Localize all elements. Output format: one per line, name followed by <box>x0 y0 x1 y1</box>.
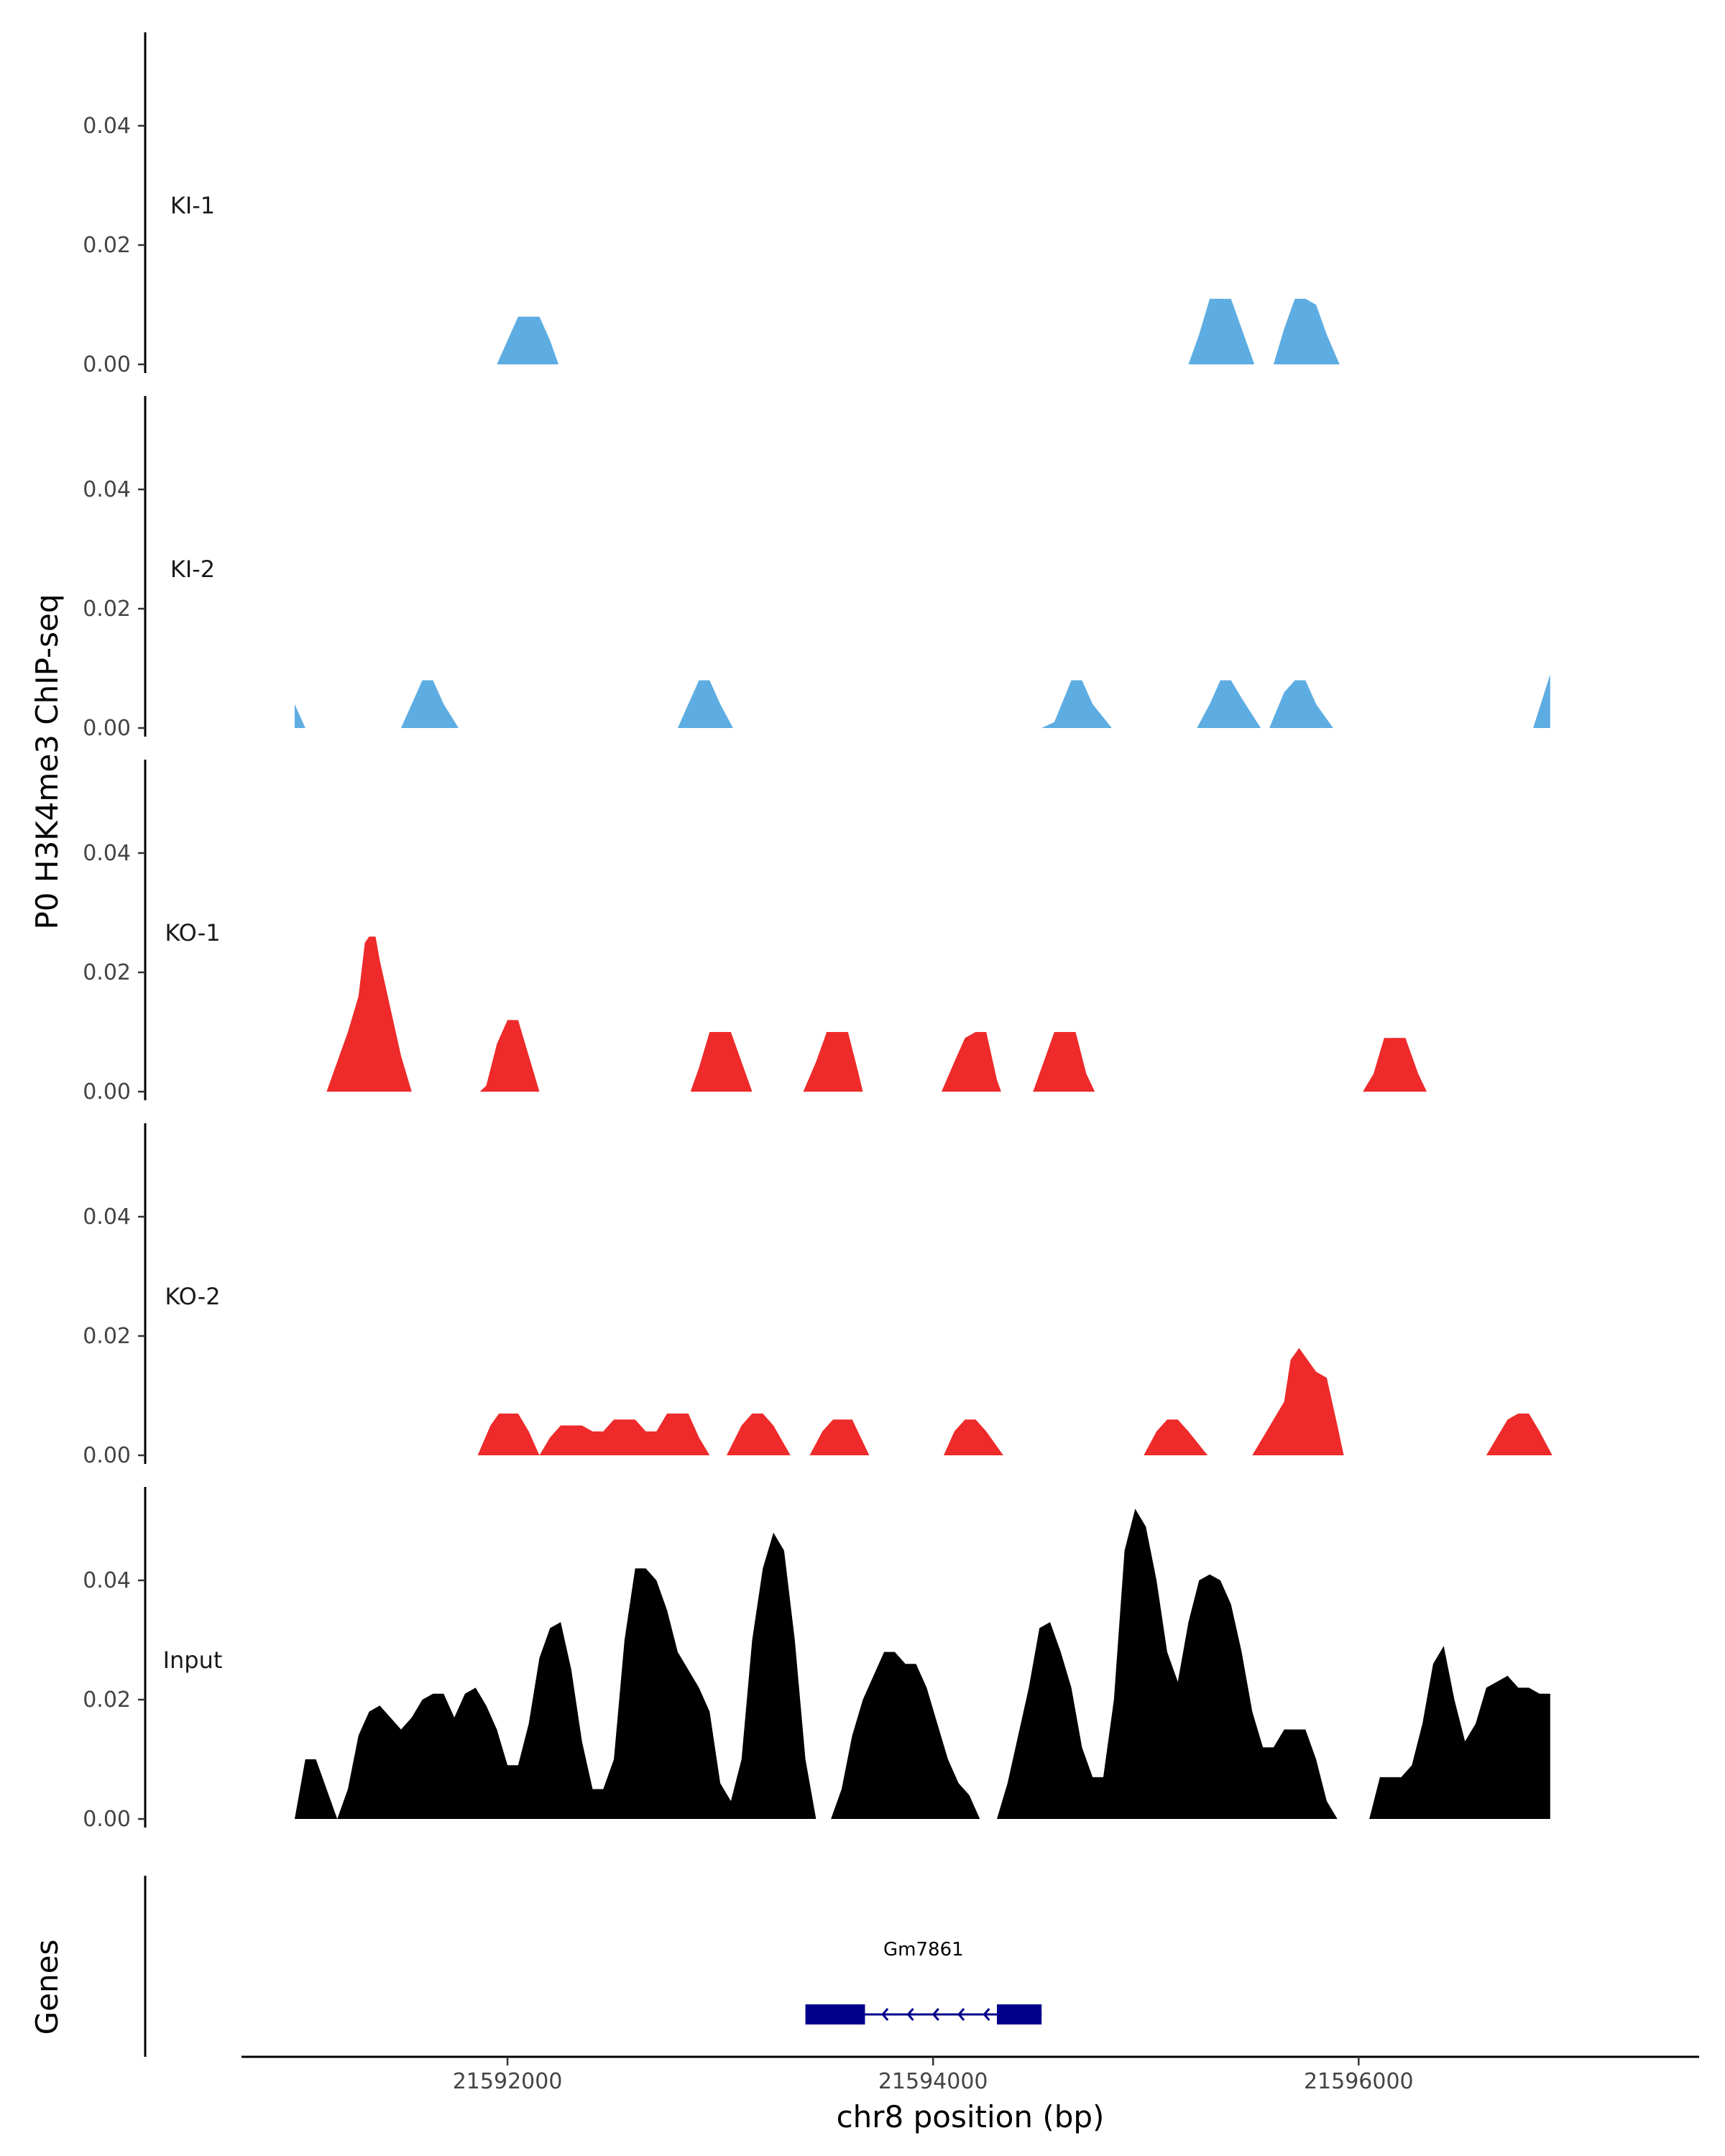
y-axis-title: P0 H3K4me3 ChIP-seq <box>29 594 65 929</box>
coverage-peak <box>944 1419 1003 1455</box>
y-tick-label: 0.04 <box>83 841 131 866</box>
x-tick-label: 21592000 <box>453 2069 563 2094</box>
coverage-peak <box>295 1532 816 1819</box>
coverage-peak <box>477 1413 710 1455</box>
gene-panel: Gm7861 <box>144 1876 1042 2057</box>
y-tick-label: 0.00 <box>83 1079 131 1105</box>
coverage-peak <box>809 1419 870 1455</box>
coverage-peak <box>1252 1348 1344 1455</box>
coverage-peak <box>1486 1413 1552 1455</box>
track-ko-2: 0.00 0.02 0.04 KO-2 <box>83 1123 1552 1468</box>
x-tick-label: 21596000 <box>1304 2069 1414 2094</box>
y-tick-label: 0.00 <box>83 1807 131 1832</box>
y-tick-label: 0.02 <box>83 1324 131 1349</box>
track-label: KO-2 <box>165 1283 220 1310</box>
coverage-peak <box>497 316 559 364</box>
track-label: Input <box>163 1646 223 1674</box>
y-tick-label: 0.02 <box>83 596 131 622</box>
y-tick-label: 0.02 <box>83 1687 131 1713</box>
strand-arrow <box>983 2008 990 2021</box>
x-axis: 21592000 21594000 21596000 <box>242 2055 1699 2094</box>
gene-name-label: Gm7861 <box>883 1939 964 1961</box>
coverage-peak <box>831 1651 980 1819</box>
gene-exon <box>805 2004 865 2024</box>
coverage-peak <box>997 1508 1338 1819</box>
coverage-peak <box>1273 298 1340 364</box>
coverage-peak <box>1188 298 1255 364</box>
strand-arrow <box>906 2008 914 2021</box>
track-ko-1: 0.00 0.02 0.04 KO-1 <box>83 760 1427 1105</box>
coverage-peak <box>1144 1419 1208 1455</box>
tracks-layer: 0.00 0.02 0.04 KI-1 0.00 0.02 0.04 KI-2 0.00 0.02… <box>83 32 1552 1832</box>
strand-arrow <box>957 2008 965 2021</box>
y-tick-label: 0.00 <box>83 1443 131 1468</box>
coverage-peak <box>1369 1646 1550 1819</box>
y-tick-label: 0.04 <box>83 114 131 139</box>
y-tick-label: 0.02 <box>83 960 131 985</box>
track-ki-2: 0.00 0.02 0.04 KI-2 <box>83 396 1550 741</box>
y-tick-label: 0.00 <box>83 352 131 377</box>
coverage-peak <box>677 680 733 728</box>
coverage-peak <box>1197 680 1261 728</box>
coverage-peak <box>1269 680 1333 728</box>
y-tick-label: 0.02 <box>83 233 131 258</box>
x-axis-title: chr8 position (bp) <box>837 2099 1105 2134</box>
coverage-peak <box>479 1020 540 1092</box>
track-ki-1: 0.00 0.02 0.04 KI-1 <box>83 32 1340 377</box>
strand-arrow <box>881 2008 889 2021</box>
track-label: KO-1 <box>165 919 220 946</box>
strand-arrow <box>932 2008 939 2021</box>
y-tick-label: 0.04 <box>83 1568 131 1593</box>
gene-exon <box>997 2004 1042 2024</box>
coverage-peak <box>942 1032 1001 1092</box>
coverage-peak <box>326 936 423 1092</box>
coverage-peak <box>690 1032 753 1092</box>
y-tick-label: 0.00 <box>83 716 131 741</box>
x-tick-label: 21594000 <box>878 2069 988 2094</box>
y-tick-label: 0.04 <box>83 477 131 502</box>
track-label: KI-1 <box>170 192 215 219</box>
coverage-peak <box>1363 1038 1427 1092</box>
coverage-peak <box>803 1032 863 1092</box>
coverage-peak <box>1041 680 1112 728</box>
coverage-peak <box>727 1413 791 1455</box>
track-label: KI-2 <box>170 556 215 583</box>
coverage-peak <box>401 680 459 728</box>
coverage-peak <box>295 704 305 728</box>
coverage-peak <box>1033 1032 1095 1092</box>
y-tick-label: 0.04 <box>83 1204 131 1230</box>
genes-panel-title: Genes <box>29 1940 65 2035</box>
track-input: 0.00 0.02 0.04 Input <box>83 1487 1550 1832</box>
coverage-peak <box>1533 674 1550 728</box>
